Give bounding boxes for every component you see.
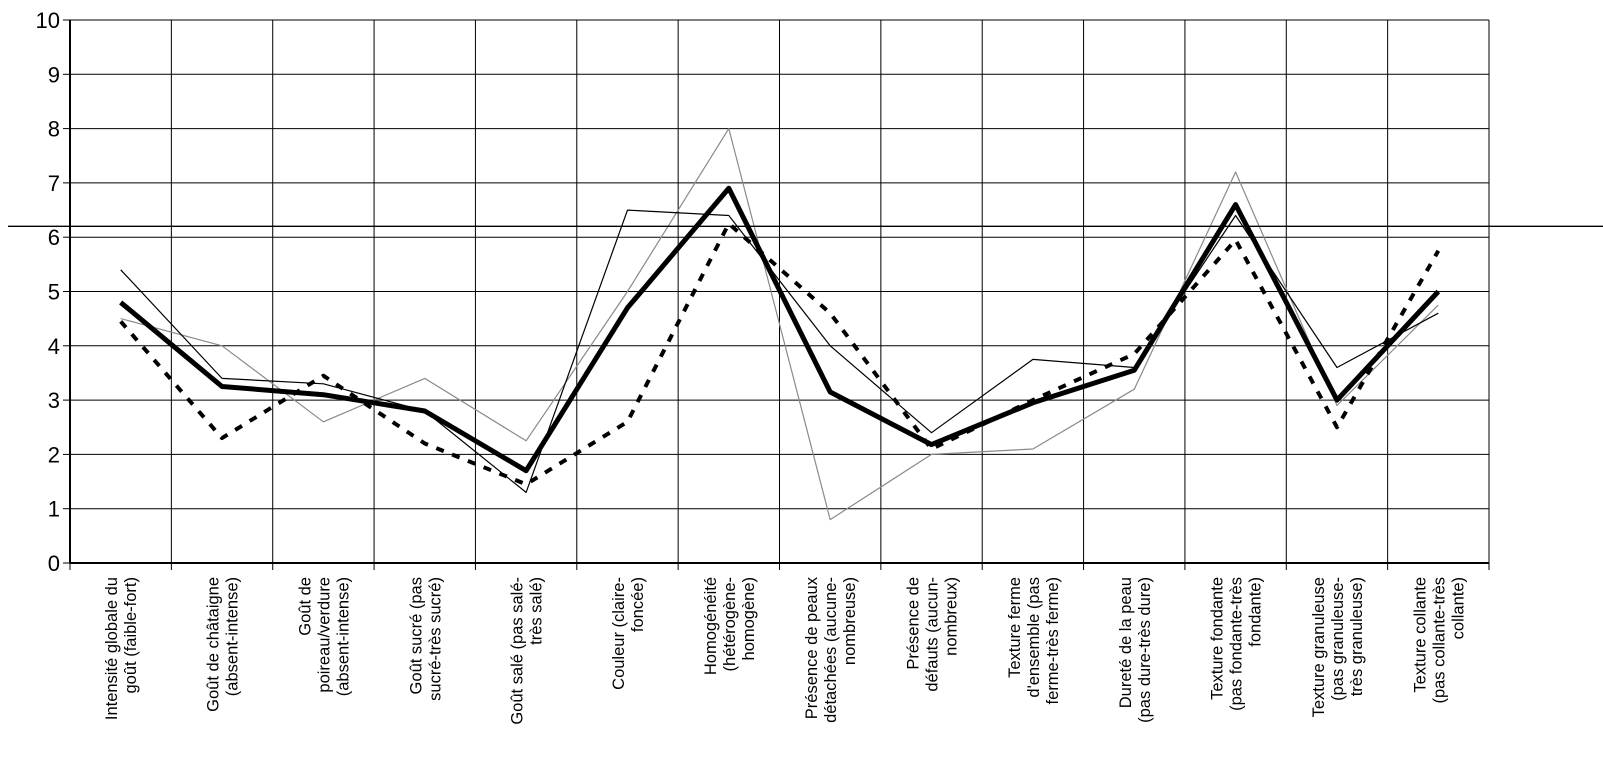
x-tick-label-line: (pas fondante-très [1228, 577, 1246, 711]
x-tick-label: Dureté de la peau (pas dure-très dure) [1117, 577, 1154, 723]
x-tick-label-line: Texture collante [1411, 577, 1429, 693]
y-tick-label: 3 [48, 388, 60, 413]
x-tick-label-line: (hétérogène- [721, 577, 739, 671]
y-tick-label: 6 [48, 225, 60, 250]
x-tick-label-line: Texture ferme [1006, 577, 1024, 678]
y-tick-label: 10 [36, 8, 60, 33]
x-tick-label-line: sucré-très sucré) [426, 577, 444, 701]
x-tick-label: Goût sucré (pas sucré-très sucré) [407, 577, 444, 701]
x-tick-label: Texture fondante (pas fondante-très fondan… [1209, 577, 1265, 711]
x-tick-label-line: Goût sucré (pas [407, 577, 425, 694]
x-tick-label-line: Couleur (claire- [610, 577, 628, 690]
x-tick-label-line: Homogénéité [702, 577, 720, 675]
x-tick-label: Goût de châtaigne (absent-intense) [205, 577, 242, 712]
x-tick-label-line: Goût de châtaigne [205, 577, 223, 712]
series-line-thin-grey [120, 128, 1439, 521]
x-tick-label: Texture granuleuse (pas granuleuse-très g… [1310, 577, 1366, 717]
x-tick-label-line: poireau/verdure [315, 577, 333, 693]
grid [63, 19, 1490, 570]
x-tick-label-line: Intensité globale du [103, 577, 121, 720]
x-tick-label-line: ferme-très ferme) [1044, 577, 1062, 704]
x-axis-ticks: Intensité globale du goût (faible-fort) Go… [103, 576, 1467, 724]
x-tick-label-line: (absent-intense) [224, 577, 242, 696]
x-tick-label-line: Texture fondante [1209, 577, 1227, 700]
series-line-thick-black [119, 185, 1441, 474]
x-tick-label: Texture ferme d'ensemble (pas ferme-très f… [1006, 577, 1062, 704]
series-line-dashed-black [119, 221, 1441, 487]
x-tick-label: Goût salé (pas salé-très salé) [509, 577, 546, 725]
y-tick-label: 0 [48, 551, 60, 576]
x-tick-label-line: Texture granuleuse [1310, 577, 1328, 717]
x-tick-label-line: Goût de [296, 577, 314, 636]
x-tick-label-line: (absent-intense) [334, 577, 352, 696]
x-tick-label-line: défauts (aucun- [924, 577, 942, 692]
x-tick-label-line: Dureté de la peau [1117, 577, 1135, 708]
x-tick-label-line: (pas collante-très [1430, 577, 1448, 704]
x-tick-label-line: (pas dure-très dure) [1136, 577, 1154, 723]
x-tick-label: Intensité globale du goût (faible-fort) [103, 577, 140, 720]
x-tick-label: Présence de peaux détachées (aucune-nombr… [803, 576, 859, 723]
x-tick-label-line: (pas granuleuse- [1329, 577, 1347, 701]
y-axis-ticks: 0 1 2 3 4 5 6 7 8 9 10 [36, 8, 60, 576]
data-series [119, 128, 1441, 521]
x-tick-label-line: détachées (aucune- [822, 577, 840, 723]
x-tick-label-line: Présence de peaux [803, 576, 821, 719]
x-tick-label: Texture collante (pas collante-très collan… [1411, 577, 1467, 704]
y-tick-label: 8 [48, 117, 60, 142]
x-tick-label-line: homogène) [740, 577, 758, 660]
x-tick-label: Goût de poireau/verdure (absent-intense) [296, 577, 352, 696]
x-tick-label-line: d'ensemble (pas [1025, 577, 1043, 698]
x-tick-label-line: collante) [1449, 577, 1467, 639]
y-tick-label: 1 [48, 497, 60, 522]
x-tick-label-line: Présence de [905, 577, 923, 670]
x-tick-label-line: nombreuse) [841, 577, 859, 665]
x-tick-label-line: nombreux) [943, 577, 961, 656]
y-tick-label: 4 [48, 334, 60, 359]
x-tick-label-line: très granuleuse) [1348, 577, 1366, 696]
y-tick-label: 5 [48, 280, 60, 305]
x-tick-label: Présence de défauts (aucun-nombreux) [905, 577, 961, 692]
y-tick-label: 2 [48, 442, 60, 467]
y-tick-label: 7 [48, 171, 60, 196]
y-tick-label: 9 [48, 62, 60, 87]
x-tick-label-line: très salé) [528, 577, 546, 645]
x-tick-label-line: Goût salé (pas salé- [509, 577, 527, 725]
x-tick-label: Couleur (claire-foncée) [610, 577, 647, 690]
x-tick-label-line: fondante) [1247, 577, 1265, 647]
x-tick-label-line: goût (faible-fort) [122, 577, 140, 693]
x-tick-label: Homogénéité (hétérogène-homogène) [702, 577, 758, 675]
x-tick-label-line: foncée) [629, 577, 647, 632]
